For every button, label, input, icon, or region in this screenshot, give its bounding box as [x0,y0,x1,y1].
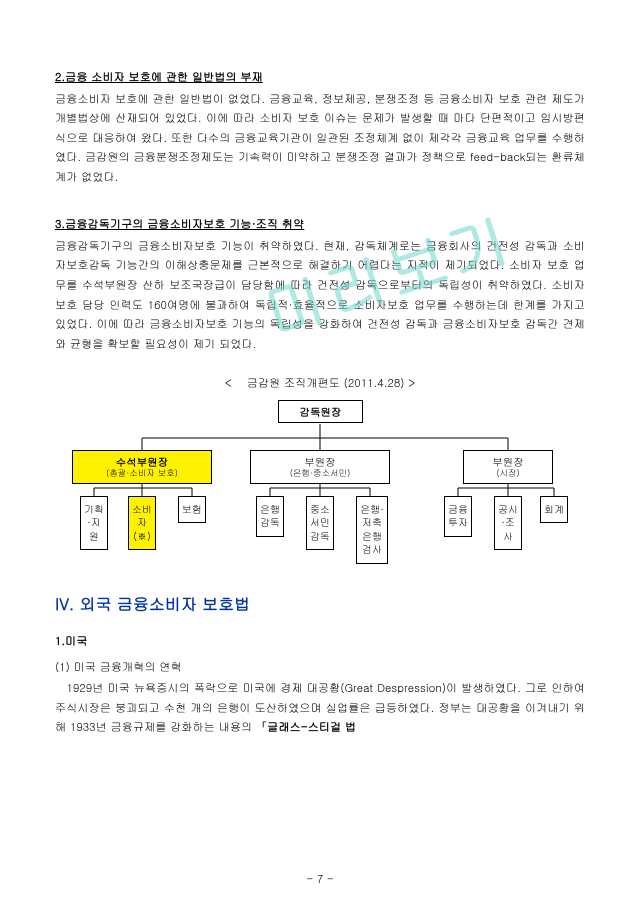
node-vp3: 부원장 (시장) [463,450,553,484]
node-g1-2: 보험 [178,496,206,524]
node-g3-1: 공시·조사 [494,496,522,551]
node-g3-2: 회계 [540,496,568,524]
section4-heading: IV. 외국 금융소비자 보호법 [55,590,585,618]
node-g2-1: 중소서민감독 [306,496,334,551]
section4-emph: 「글래스-스티걸 법 [256,719,356,735]
node-vp2-sub: (은행·중소서민) [257,468,383,479]
node-g1-1: 소비자(※) [128,496,156,551]
section2-body: 금융소비자 보호에 관한 일반법이 없었다. 금융교육, 정보제공, 분쟁조정 … [55,90,585,188]
page-number: - 7 - [0,872,640,887]
section2-heading: 2.금융 소비자 보호에 관한 일반법의 부재 [55,68,585,88]
section4-sub1: 1.미국 [55,632,585,652]
section3-body: 금융감독기구의 금융소비자보호 기능이 취약하였다. 현재, 감독체계로는 금융… [55,237,585,355]
node-g2-0: 은행감독 [256,496,284,537]
node-vp1: 수석부원장 (총괄·소비자 보호) [72,450,212,484]
node-g3-0: 금융투자 [444,496,472,537]
chart-caption: < 금감원 조직개편도 (2011.4.28) > [55,374,585,394]
section4-body: 1929년 미국 뉴욕증시의 폭락으로 미국에 경제 대공황(Great Des… [55,679,585,738]
node-g2-2: 은행·저축은행검사 [356,496,388,564]
node-vp1-sub: (총괄·소비자 보호) [79,468,205,479]
node-vp3-sub: (시장) [470,468,546,479]
section3-heading: 3.금융감독기구의 금융소비자보호 기능·조직 취약 [55,215,585,235]
org-chart: 감독원장 수석부원장 (총괄·소비자 보호) 부원장 (은행·중소서민) 부원장… [70,400,570,560]
section4-sub1-1: (1) 미국 금융개혁의 연혁 [55,658,585,678]
node-g1-0: 기획·지원 [80,496,108,551]
node-director: 감독원장 [278,400,363,423]
node-vp2: 부원장 (은행·중소서민) [250,450,390,484]
